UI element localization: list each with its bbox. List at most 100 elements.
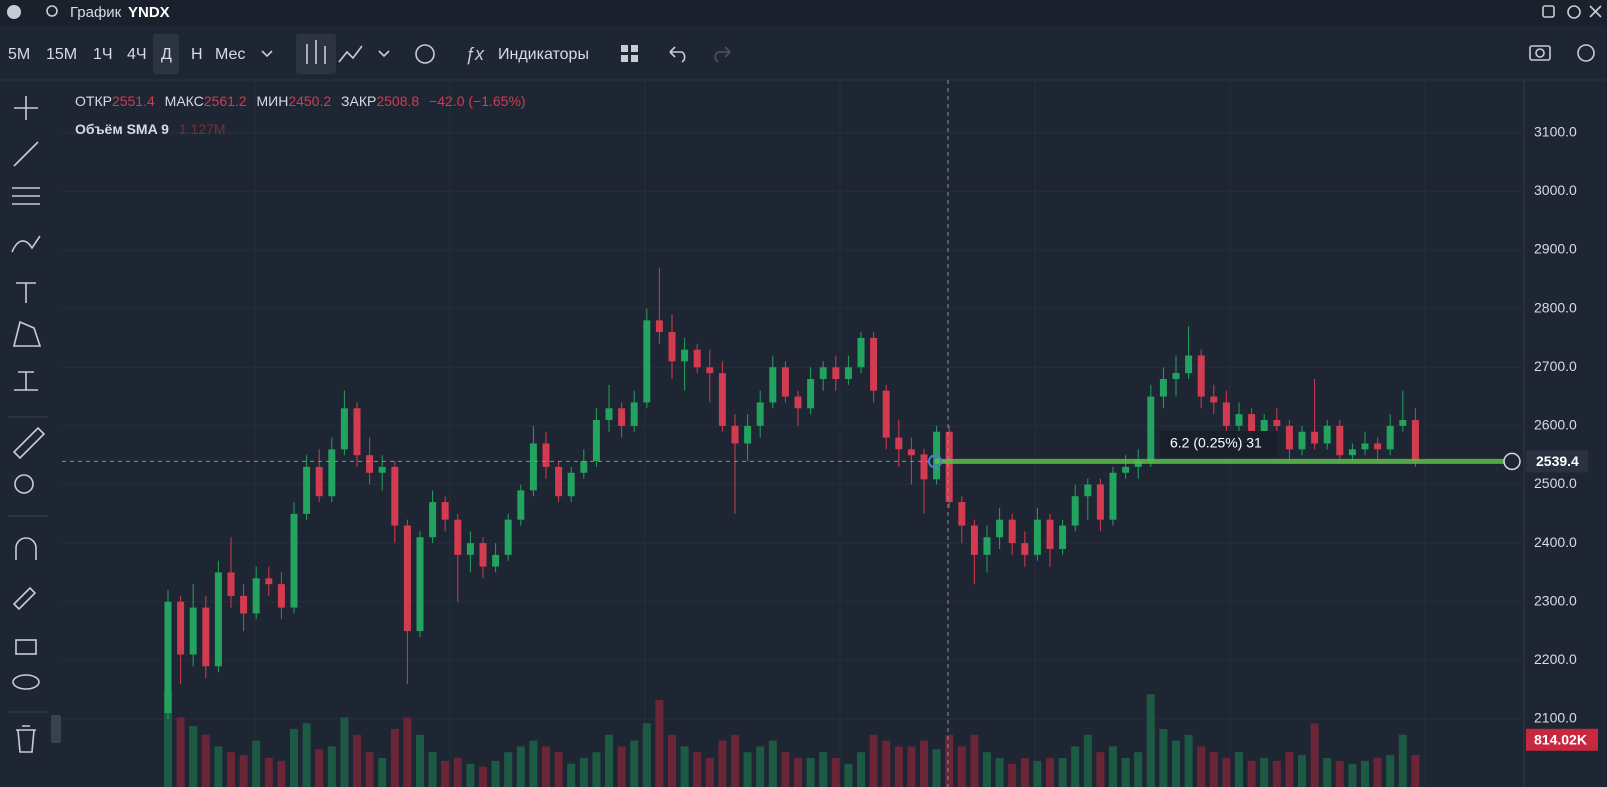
delete-tool[interactable] — [16, 725, 36, 753]
volume-bar — [390, 729, 399, 787]
volume-bar — [1058, 758, 1067, 787]
volume-bar — [831, 758, 840, 787]
screenshot[interactable] — [1529, 45, 1551, 61]
candle-body — [265, 578, 273, 585]
settings[interactable] — [1567, 5, 1581, 19]
volume-bar — [176, 717, 185, 787]
undo[interactable] — [669, 46, 686, 63]
fib-tool[interactable] — [12, 187, 40, 205]
value: 2551.4 — [112, 93, 155, 109]
line-tool[interactable] — [13, 141, 39, 167]
volume-bar — [945, 734, 954, 787]
lock-drawing[interactable] — [12, 586, 37, 611]
redo[interactable] — [714, 46, 731, 63]
volume-bar — [857, 752, 865, 787]
templates[interactable] — [631, 55, 638, 62]
candle-body — [542, 443, 550, 467]
interval[interactable]: Мес — [215, 46, 245, 63]
range-tool[interactable] — [14, 371, 38, 391]
templates[interactable] — [621, 55, 628, 62]
volume-bar — [239, 755, 248, 787]
candle-body — [492, 554, 500, 567]
brush-tool[interactable] — [11, 235, 41, 253]
templates[interactable] — [621, 45, 628, 52]
value: 1.127M — [179, 121, 226, 137]
candle-body — [794, 396, 802, 409]
candle-body — [315, 466, 323, 497]
interval[interactable]: Д — [161, 46, 172, 63]
value: 2508.8 — [376, 93, 419, 109]
candle-body — [214, 572, 222, 667]
dropdown[interactable] — [378, 50, 390, 58]
add-button[interactable] — [7, 5, 21, 19]
volume-bar — [453, 758, 462, 787]
ray-anchor[interactable] — [928, 454, 942, 469]
symbol[interactable]: YNDX — [128, 4, 170, 21]
volume-bar — [907, 746, 916, 787]
candle-body — [1033, 519, 1041, 555]
maximize[interactable] — [1542, 5, 1555, 18]
interval[interactable]: 5М — [8, 46, 30, 63]
area-icon[interactable] — [338, 45, 363, 63]
pattern-tool[interactable] — [12, 320, 42, 347]
volume-bar — [1247, 760, 1256, 787]
y-tick-label: 2800.0 — [1534, 299, 1577, 315]
volume-bar — [743, 752, 752, 787]
volume-bar — [920, 740, 928, 787]
volume-bar — [441, 760, 450, 787]
ray-handle[interactable] — [1503, 452, 1521, 471]
crosshair-tool[interactable] — [14, 96, 38, 120]
interval[interactable]: Н — [191, 46, 203, 63]
value: 2450.2 — [288, 93, 331, 109]
text-tool[interactable] — [16, 282, 36, 303]
volume-bar — [290, 729, 298, 787]
y-tick-label: 3100.0 — [1534, 123, 1577, 139]
interval[interactable]: 4Ч — [127, 46, 147, 63]
candle-body — [706, 367, 714, 374]
candle-body — [907, 449, 915, 456]
candle-body — [681, 349, 689, 362]
indicators[interactable]: Индикаторы — [498, 46, 589, 63]
ruler-tool[interactable] — [12, 426, 46, 460]
y-tick-label: 2500.0 — [1534, 475, 1577, 491]
search-icon[interactable] — [46, 5, 58, 17]
compare[interactable] — [415, 44, 435, 64]
volume-bar — [1285, 752, 1294, 787]
volume-bar — [995, 758, 1004, 787]
templates[interactable] — [631, 45, 638, 52]
volume-bar — [1411, 755, 1420, 787]
dropdown[interactable] — [261, 50, 273, 58]
candle-body — [1159, 378, 1167, 397]
candle-body — [857, 337, 865, 368]
value: 2561.2 — [204, 93, 247, 109]
visibility-tool[interactable] — [12, 674, 40, 690]
fx-icon: ƒx — [465, 44, 485, 64]
candle-body — [1298, 431, 1306, 450]
magnet-tool[interactable] — [15, 537, 37, 560]
volume-bar — [705, 758, 714, 787]
volume-bar — [655, 700, 664, 787]
volume-bar — [529, 740, 538, 787]
volume-bar — [1222, 758, 1231, 787]
volume-bar — [567, 763, 576, 787]
candle-body — [479, 543, 487, 567]
close[interactable] — [1589, 5, 1602, 18]
volume-bar — [1398, 734, 1407, 787]
share[interactable] — [1577, 44, 1595, 62]
volume-bar — [617, 746, 626, 787]
volume-bar — [277, 760, 286, 787]
y-tick-label: 2700.0 — [1534, 358, 1577, 374]
volume-bar — [252, 740, 261, 787]
volume-bar — [479, 766, 487, 787]
interval[interactable]: 15М — [46, 46, 77, 63]
zoom-tool[interactable] — [14, 474, 34, 494]
y-tick-label: 2600.0 — [1534, 417, 1577, 433]
interval[interactable]: 1Ч — [93, 46, 113, 63]
volume-bar — [630, 740, 639, 787]
collapse-panel[interactable] — [51, 715, 61, 743]
candle-body — [240, 595, 248, 614]
volume-bar — [189, 726, 198, 787]
candle-body — [1336, 425, 1344, 456]
candle-body — [189, 607, 197, 655]
lock-tool[interactable] — [15, 639, 37, 655]
